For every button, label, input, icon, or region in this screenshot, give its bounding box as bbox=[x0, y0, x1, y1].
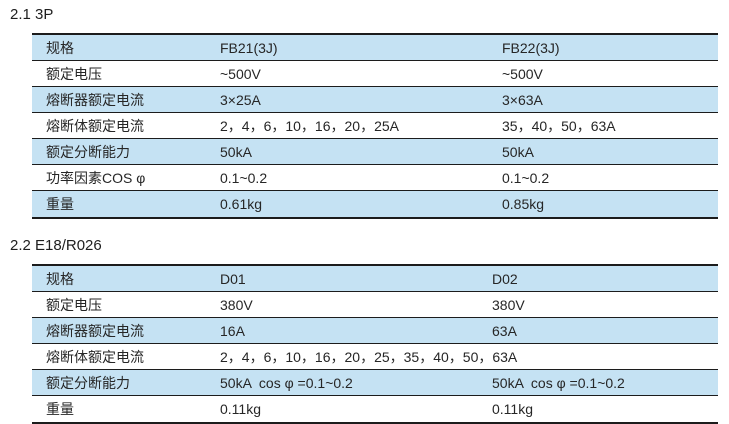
table-row: 规格 D01 D02 bbox=[32, 266, 718, 292]
row-value: D02 bbox=[492, 270, 518, 287]
row-label: 规格 bbox=[46, 270, 74, 287]
row-value: 3×25A bbox=[220, 91, 261, 108]
table-row: 额定分断能力 50kA 50kA bbox=[32, 139, 718, 165]
table-row: 熔断体额定电流 2，4，6，10，16，20，25A 35，40，50，63A bbox=[32, 113, 718, 139]
row-value: ~500V bbox=[502, 65, 543, 82]
row-value: 50kA bbox=[220, 143, 252, 160]
row-value: 2，4，6，10，16，20，25，35，40，50，63A bbox=[220, 348, 518, 365]
row-value: FB22(3J) bbox=[502, 39, 560, 56]
row-label: 额定分断能力 bbox=[46, 374, 130, 391]
spec-table-e18-r026: 规格 D01 D02 额定电压 380V 380V 熔断器额定电流 16A 63A 熔断体额定电流… bbox=[32, 264, 718, 424]
spec-table-3p: 规格 FB21(3J) FB22(3J) 额定电压 ~500V ~500V 熔断器额定电流 3… bbox=[32, 33, 718, 219]
row-label: 规格 bbox=[46, 39, 74, 56]
table-row: 功率因素COS φ 0.1~0.2 0.1~0.2 bbox=[32, 165, 718, 191]
row-value: 0.1~0.2 bbox=[220, 169, 268, 186]
row-value: 16A bbox=[220, 322, 245, 339]
row-label: 熔断体额定电流 bbox=[46, 117, 144, 134]
row-value: FB21(3J) bbox=[220, 39, 278, 56]
row-value: 2，4，6，10，16，20，25A bbox=[220, 117, 399, 134]
table-row: 熔断体额定电流 2，4，6，10，16，20，25，35，40，50，63A bbox=[32, 344, 718, 370]
table-row: 规格 FB21(3J) FB22(3J) bbox=[32, 35, 718, 61]
table-row: 额定电压 ~500V ~500V bbox=[32, 61, 718, 87]
row-value: 35，40，50，63A bbox=[502, 117, 616, 134]
row-value: 0.85kg bbox=[502, 196, 545, 212]
section-title-3p: 2.1 3P bbox=[10, 6, 54, 23]
row-value: 63A bbox=[492, 322, 517, 339]
table-row: 熔断器额定电流 16A 63A bbox=[32, 318, 718, 344]
row-value: 0.61kg bbox=[220, 196, 263, 212]
row-label: 额定电压 bbox=[46, 65, 102, 82]
row-value: 380V bbox=[492, 296, 525, 313]
row-label: 额定电压 bbox=[46, 296, 102, 313]
row-label: 额定分断能力 bbox=[46, 143, 130, 160]
row-label: 熔断器额定电流 bbox=[46, 91, 144, 108]
row-label: 熔断体额定电流 bbox=[46, 348, 144, 365]
row-value: 0.11kg bbox=[492, 401, 533, 417]
row-value: 0.11kg bbox=[220, 401, 261, 417]
row-value: 50kA cos φ =0.1~0.2 bbox=[220, 374, 353, 391]
table-row: 重量 0.61kg 0.85kg bbox=[32, 191, 718, 217]
row-value: D01 bbox=[220, 270, 246, 287]
row-value: ~500V bbox=[220, 65, 261, 82]
row-label: 重量 bbox=[46, 196, 74, 212]
row-label: 熔断器额定电流 bbox=[46, 322, 144, 339]
row-label: 重量 bbox=[46, 401, 74, 417]
row-value: 380V bbox=[220, 296, 253, 313]
row-value: 3×63A bbox=[502, 91, 543, 108]
table-row: 额定电压 380V 380V bbox=[32, 292, 718, 318]
row-value: 50kA bbox=[502, 143, 534, 160]
row-value: 50kA cos φ =0.1~0.2 bbox=[492, 374, 625, 391]
row-value: 0.1~0.2 bbox=[502, 169, 550, 186]
row-label: 功率因素COS φ bbox=[46, 169, 146, 186]
table-row: 额定分断能力 50kA cos φ =0.1~0.2 50kA cos φ =0.1… bbox=[32, 370, 718, 396]
section-title-e18-r026: 2.2 E18/R026 bbox=[10, 237, 102, 254]
table-row: 熔断器额定电流 3×25A 3×63A bbox=[32, 87, 718, 113]
table-row: 重量 0.11kg 0.11kg bbox=[32, 396, 718, 422]
